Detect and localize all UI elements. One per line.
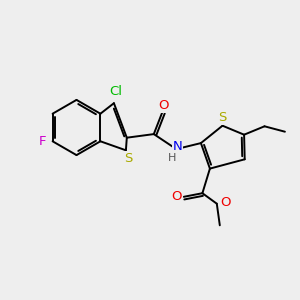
Text: S: S	[218, 111, 227, 124]
Text: N: N	[172, 140, 182, 153]
Text: O: O	[158, 99, 169, 112]
Text: F: F	[39, 135, 47, 148]
Text: H: H	[168, 152, 176, 163]
Text: O: O	[220, 196, 230, 209]
Text: O: O	[171, 190, 181, 203]
Text: S: S	[124, 152, 133, 165]
Text: Cl: Cl	[109, 85, 122, 98]
